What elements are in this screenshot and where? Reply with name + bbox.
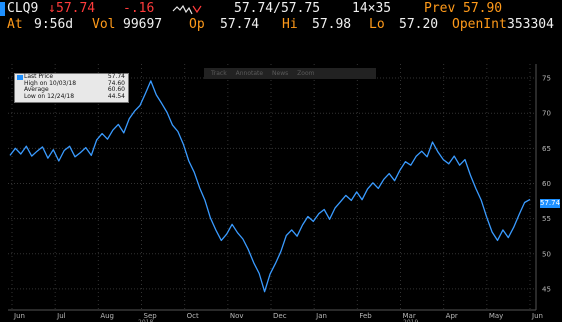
x-tick-label: Jun bbox=[531, 312, 543, 320]
trade-time: 9:56d bbox=[34, 17, 74, 32]
quote-header: CLQ9 ↓ 57.74 -.16 57.74/57.75 14×35 Prev… bbox=[0, 0, 562, 40]
legend-label: Average bbox=[24, 86, 49, 94]
year-label: 2018 bbox=[138, 319, 153, 322]
y-tick-label: 70 bbox=[542, 110, 551, 118]
x-tick-label: Sep bbox=[144, 312, 158, 320]
x-tick-label: Apr bbox=[446, 312, 458, 320]
x-tick-label: Aug bbox=[100, 312, 114, 320]
open-value: 57.74 bbox=[220, 17, 260, 32]
last-price-tag: 57.74 bbox=[540, 199, 561, 208]
x-tick-label: May bbox=[489, 312, 503, 320]
net-change: -.16 bbox=[123, 1, 155, 16]
toolbar-track[interactable]: Track bbox=[211, 70, 227, 77]
low-value: 57.20 bbox=[399, 17, 439, 32]
y-tick-label: 45 bbox=[542, 285, 551, 293]
toolbar-news[interactable]: News bbox=[272, 70, 289, 77]
x-tick-label: Mar bbox=[403, 312, 416, 320]
low-label: Lo bbox=[369, 17, 385, 32]
legend-swatch bbox=[17, 75, 23, 80]
legend-label: Last Price bbox=[24, 73, 54, 80]
vol-value: 99697 bbox=[123, 17, 163, 32]
chart-toolbar: Track Annotate News Zoom bbox=[204, 68, 376, 79]
last-price: 57.74 bbox=[56, 1, 96, 16]
bid-ask: 57.74/57.75 bbox=[234, 1, 321, 16]
legend-last-price: Last Price 57.74 bbox=[15, 73, 128, 81]
y-tick-label: 75 bbox=[542, 75, 551, 83]
high-label: Hi bbox=[282, 17, 298, 32]
x-tick-label: Nov bbox=[230, 312, 244, 320]
legend-low: Low on 12/24/18 44.54 bbox=[15, 92, 128, 101]
open-label: Op bbox=[189, 17, 205, 32]
x-tick-label: Feb bbox=[359, 312, 372, 320]
legend-value: 44.54 bbox=[107, 92, 125, 100]
x-tick-label: Jan bbox=[315, 312, 327, 320]
security-marker bbox=[0, 2, 5, 16]
toolbar-zoom[interactable]: Zoom bbox=[297, 70, 315, 77]
x-tick-label: Oct bbox=[187, 312, 199, 320]
legend-label: High on 10/03/18 bbox=[24, 79, 77, 87]
y-tick-label: 50 bbox=[542, 250, 551, 258]
legend-high: High on 10/03/18 74.60 bbox=[15, 79, 128, 88]
quote-row-1: CLQ9 ↓ 57.74 -.16 57.74/57.75 14×35 Prev… bbox=[0, 1, 562, 17]
down-arrow-icon: ↓ bbox=[48, 1, 56, 16]
x-tick-label: Jul bbox=[56, 312, 66, 320]
high-value: 57.98 bbox=[312, 17, 352, 32]
y-tick-label: 55 bbox=[542, 215, 551, 223]
prev-label: Prev bbox=[424, 1, 456, 16]
open-interest-label: OpenInt bbox=[452, 17, 507, 32]
x-tick-label: Dec bbox=[273, 312, 287, 320]
open-interest-value: 353304 bbox=[507, 17, 554, 32]
legend-average: Average 60.60 bbox=[15, 86, 128, 94]
price-series-line bbox=[9, 80, 531, 293]
year-label: 2019 bbox=[403, 319, 418, 322]
chart-legend: Last Price 57.74 High on 10/03/18 74.60 … bbox=[14, 73, 129, 103]
at-label: At bbox=[7, 17, 23, 32]
quote-row-2: At 9:56d Vol 99697 Op 57.74 Hi 57.98 Lo … bbox=[0, 17, 562, 33]
x-tick-label: Jun bbox=[13, 312, 25, 320]
bid-ask-size: 14×35 bbox=[352, 1, 392, 16]
ticker[interactable]: CLQ9 bbox=[7, 1, 39, 16]
y-tick-label: 65 bbox=[542, 145, 551, 153]
legend-value: 57.74 bbox=[107, 73, 125, 80]
legend-value: 60.60 bbox=[107, 86, 125, 94]
prev-value: 57.90 bbox=[463, 1, 503, 16]
legend-label: Low on 12/24/18 bbox=[24, 92, 75, 100]
sparkline-icon bbox=[172, 4, 202, 15]
legend-value: 74.60 bbox=[107, 79, 125, 87]
toolbar-annotate[interactable]: Annotate bbox=[235, 70, 264, 77]
vol-label: Vol bbox=[92, 17, 116, 32]
y-tick-label: 60 bbox=[542, 180, 551, 188]
